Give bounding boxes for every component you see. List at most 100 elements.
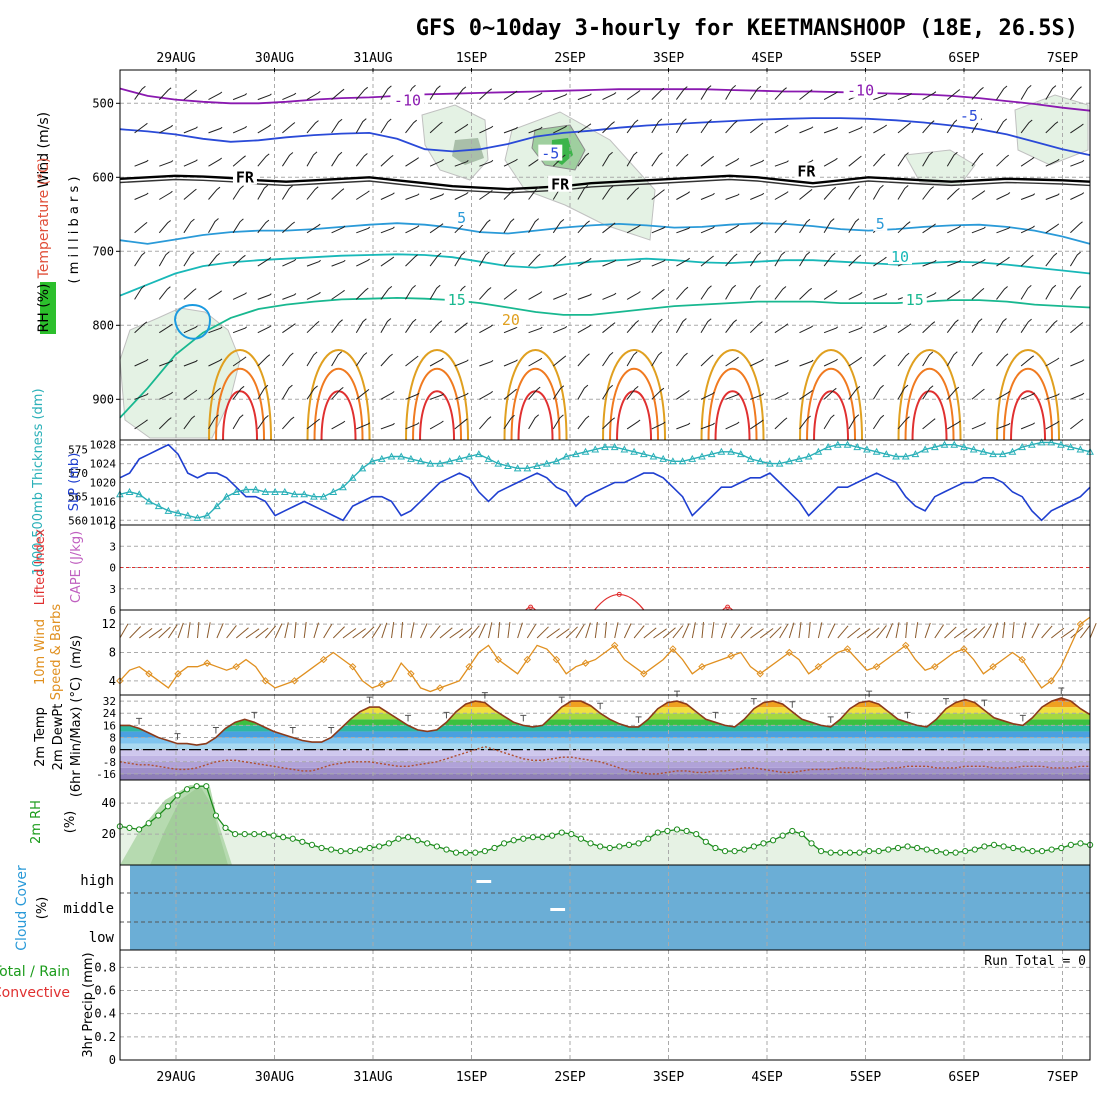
rh2m-marker [289, 835, 296, 842]
wind10m-barb [119, 623, 129, 639]
wind-barb [429, 121, 443, 134]
wind-barb [331, 118, 343, 134]
wind-barb [897, 416, 910, 430]
wind-barb [577, 324, 592, 334]
wind-barb [183, 159, 198, 167]
rh2m-marker [1058, 844, 1065, 852]
slp-line [119, 443, 1091, 522]
wind-barb [257, 124, 272, 134]
wind-barb [454, 160, 469, 167]
thickness-marker [562, 452, 571, 460]
wind-barb [159, 359, 174, 367]
wind-barb [479, 416, 492, 430]
wind-barb [429, 357, 444, 367]
wind-barb [1045, 284, 1057, 300]
thickness-marker [261, 487, 270, 495]
wind-barb [602, 121, 615, 134]
wind-barb [577, 123, 592, 134]
wind-barb [479, 159, 494, 167]
precip-tick-label: 0 [109, 1053, 116, 1067]
temp-band [120, 761, 1090, 768]
wind-barb [897, 384, 909, 400]
thickness-marker [523, 464, 532, 472]
wind-barb [552, 355, 567, 367]
warm-isotherm-arc [806, 367, 857, 441]
wind-barb [873, 93, 888, 101]
temp2m-tick-label: 24 [103, 707, 117, 720]
isotherm-line [119, 87, 1091, 112]
rh2m-marker [693, 830, 700, 838]
temp2m-minmax-bar [558, 696, 565, 704]
wind10m-ylabel-main: 10m Wind [33, 619, 48, 685]
wind-barb [208, 387, 221, 400]
rh2m-marker [673, 826, 681, 833]
rh2m-marker [952, 849, 959, 856]
rh2m-marker [712, 844, 719, 852]
wind10m-barb [265, 625, 277, 639]
wind-barb [134, 393, 149, 400]
wind10m-barb [808, 622, 811, 639]
wind-barb [823, 218, 835, 234]
wind-barb [134, 285, 146, 300]
wind10m-speed-marker [1047, 677, 1055, 685]
wind-barb [528, 414, 540, 430]
x-day-label-bottom: 30AUG [255, 1070, 294, 1085]
wind-barb [183, 89, 197, 100]
wind10m-ylabel-sub: Speed & Barbs [49, 604, 64, 701]
wind-barb [232, 326, 248, 334]
wind-barb [1070, 123, 1084, 134]
wind-barb [158, 417, 172, 430]
wind-barb [725, 120, 738, 134]
wind-barb [552, 154, 566, 167]
wind10m-speed-marker [523, 655, 532, 664]
rh2m-marker [837, 849, 844, 856]
rh2m-marker [164, 803, 171, 810]
wind-barb [676, 286, 689, 300]
wind10m-speed-marker [436, 684, 444, 692]
wind-barb [356, 258, 371, 267]
contour-label-bg [548, 175, 573, 192]
wind-barb [454, 418, 468, 430]
wind-barb [331, 319, 343, 333]
slp-tick-label: 1024 [90, 458, 117, 471]
wind10m-barb [371, 624, 382, 639]
rh2m-marker [539, 834, 546, 841]
wind-barb [380, 85, 392, 100]
temp2m-minmax-bar [212, 727, 219, 734]
contour-label: FR [551, 176, 570, 194]
thickness-marker [310, 492, 318, 500]
wind-barb [257, 184, 269, 200]
rh2m-marker [424, 840, 431, 847]
wind-barb [331, 151, 343, 167]
lifted-index-tick-label: 3 [109, 540, 116, 553]
upper-air-ytick-label: 900 [92, 392, 114, 406]
x-day-label-bottom: 2SEP [554, 1070, 585, 1085]
wind-barb [996, 192, 1011, 200]
thickness-marker [989, 450, 997, 458]
wind-barb [208, 414, 219, 430]
wind-barb [454, 359, 469, 367]
thickness-marker [1057, 440, 1065, 448]
thickness-marker [639, 450, 648, 458]
wind10m-barb [614, 622, 619, 639]
wind10m-barb [226, 625, 237, 639]
rh2m-marker [1067, 841, 1074, 849]
wind10m-speed-marker [378, 680, 386, 689]
wind-barb [577, 353, 590, 367]
wind-barb [528, 291, 543, 300]
temp2m-tick-label: -8 [103, 756, 116, 769]
wind-barb [528, 126, 543, 134]
rh2m-marker [433, 843, 440, 850]
temp2m-minmax-bar [405, 714, 412, 722]
rh2m-marker [174, 792, 181, 799]
wind-barb [306, 223, 321, 234]
wind10m-speed-marker [174, 670, 182, 678]
temp2m-minmax-bar [827, 716, 834, 723]
lifted-index-ylabel: Lifted Index [33, 528, 48, 605]
wind-barb [1020, 422, 1036, 430]
wind10m-barb [856, 628, 871, 639]
rh2m-marker [818, 847, 825, 855]
wind10m-speed-marker [843, 645, 852, 653]
wind10m-barb [953, 628, 968, 639]
wind-barb [676, 422, 691, 430]
